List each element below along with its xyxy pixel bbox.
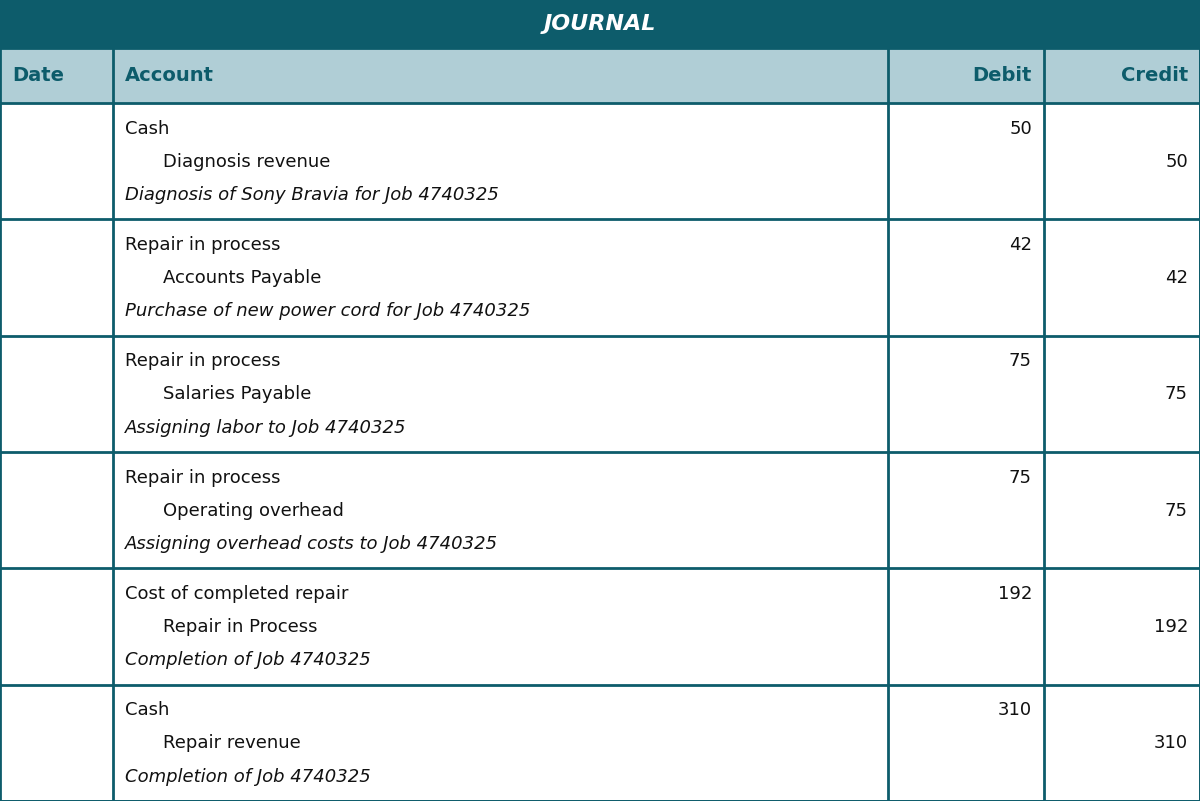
Text: 75: 75: [1165, 501, 1188, 520]
Text: Salaries Payable: Salaries Payable: [163, 385, 311, 404]
Text: 192: 192: [1153, 618, 1188, 636]
Bar: [0, 103, 1200, 219]
Text: Assigning overhead costs to Job 4740325: Assigning overhead costs to Job 4740325: [125, 535, 498, 553]
Text: 192: 192: [997, 585, 1032, 603]
Bar: [0, 569, 1200, 685]
Bar: [0, 685, 1200, 801]
Text: Repair revenue: Repair revenue: [163, 735, 300, 752]
Bar: [0, 0, 1200, 48]
Text: Repair in process: Repair in process: [125, 352, 281, 370]
Text: Account: Account: [125, 66, 214, 85]
Text: Repair in Process: Repair in Process: [163, 618, 317, 636]
Text: Credit: Credit: [1121, 66, 1188, 85]
Bar: [0, 48, 1200, 103]
Text: 42: 42: [1009, 236, 1032, 254]
Text: Cash: Cash: [125, 701, 169, 719]
Text: JOURNAL: JOURNAL: [544, 14, 656, 34]
Bar: [0, 219, 1200, 336]
Bar: [0, 452, 1200, 569]
Text: 75: 75: [1009, 352, 1032, 370]
Text: Accounts Payable: Accounts Payable: [163, 269, 322, 287]
Text: 50: 50: [1009, 119, 1032, 138]
Text: Date: Date: [12, 66, 64, 85]
Text: Purchase of new power cord for Job 4740325: Purchase of new power cord for Job 47403…: [125, 302, 530, 320]
Text: Repair in process: Repair in process: [125, 236, 281, 254]
Text: Cash: Cash: [125, 119, 169, 138]
Text: Cost of completed repair: Cost of completed repair: [125, 585, 348, 603]
Text: Diagnosis of Sony Bravia for Job 4740325: Diagnosis of Sony Bravia for Job 4740325: [125, 186, 499, 204]
Text: Operating overhead: Operating overhead: [163, 501, 343, 520]
Text: Debit: Debit: [973, 66, 1032, 85]
Text: Assigning labor to Job 4740325: Assigning labor to Job 4740325: [125, 419, 407, 437]
Text: 75: 75: [1009, 469, 1032, 486]
Text: Repair in process: Repair in process: [125, 469, 281, 486]
Text: 310: 310: [998, 701, 1032, 719]
Text: Completion of Job 4740325: Completion of Job 4740325: [125, 767, 371, 786]
Text: 50: 50: [1165, 153, 1188, 171]
Text: Diagnosis revenue: Diagnosis revenue: [163, 153, 330, 171]
Text: Completion of Job 4740325: Completion of Job 4740325: [125, 651, 371, 670]
Text: 310: 310: [1154, 735, 1188, 752]
Text: 75: 75: [1165, 385, 1188, 404]
Bar: [0, 336, 1200, 452]
Text: 42: 42: [1165, 269, 1188, 287]
